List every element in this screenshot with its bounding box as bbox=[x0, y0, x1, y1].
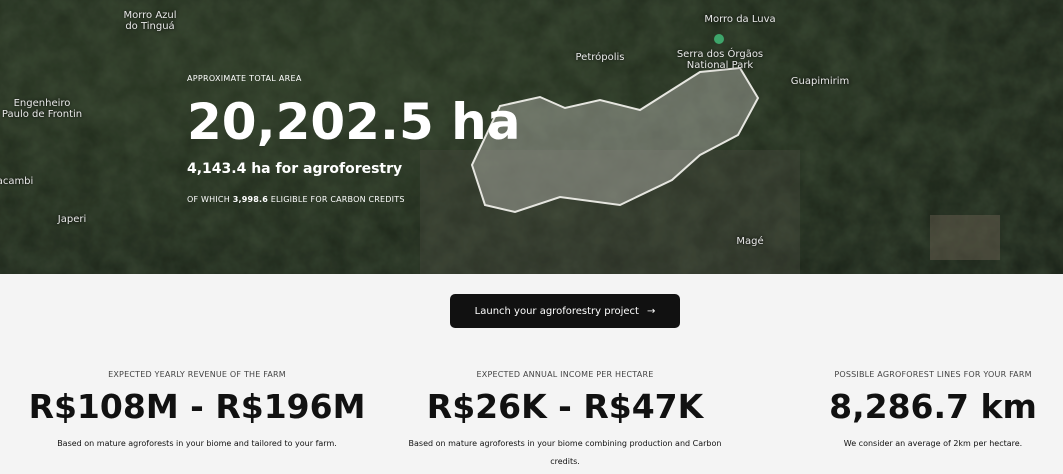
map-label-line: National Park bbox=[660, 60, 780, 71]
map-label-line: do Tinguá bbox=[90, 21, 210, 32]
park-pin bbox=[714, 34, 724, 44]
carbon-eligible: OF WHICH 3,998.6 ELIGIBLE FOR CARBON CRE… bbox=[187, 195, 405, 204]
carbon-prefix: OF WHICH bbox=[187, 195, 230, 204]
stat-label: EXPECTED ANNUAL INCOME PER HECTARE bbox=[395, 370, 735, 379]
stat-note: Based on mature agroforests in your biom… bbox=[395, 435, 735, 471]
map-label-line: Paulo de Frontin bbox=[0, 109, 102, 120]
map-label: Morro da Luva bbox=[680, 14, 800, 25]
map-label: Japeri bbox=[12, 214, 132, 225]
map-label-line: Guapimirim bbox=[760, 76, 880, 87]
page: Morro Azuldo Tinguá Morro da Luva Petrópol… bbox=[0, 0, 1063, 474]
carbon-amount: 3,998.6 bbox=[233, 195, 268, 204]
button-label: Launch your agroforestry project bbox=[475, 306, 639, 317]
map-label-line: Serra dos Órgãos bbox=[660, 49, 780, 60]
map-label-line: acambi bbox=[0, 176, 75, 187]
stat-card: EXPECTED YEARLY REVENUE OF THE FARM R$108… bbox=[27, 370, 367, 453]
agroforestry-area: 4,143.4 ha for agroforestry bbox=[187, 161, 402, 177]
stat-value: 8,286.7 km bbox=[763, 387, 1063, 427]
map-label-line: Petrópolis bbox=[540, 52, 660, 63]
launch-button[interactable]: Launch your agroforestry project → bbox=[450, 294, 680, 328]
stat-card: EXPECTED ANNUAL INCOME PER HECTARE R$26K … bbox=[395, 370, 735, 471]
stat-label: POSSIBLE AGROFOREST LINES FOR YOUR FARM bbox=[763, 370, 1063, 379]
stat-value: R$26K - R$47K bbox=[395, 387, 735, 427]
map-label-line: Engenheiro bbox=[0, 98, 102, 109]
stat-label: EXPECTED YEARLY REVENUE OF THE FARM bbox=[27, 370, 367, 379]
map-label-line: Morro Azul bbox=[90, 10, 210, 21]
stat-value: R$108M - R$196M bbox=[27, 387, 367, 427]
map-label-line: Japeri bbox=[12, 214, 132, 225]
stat-note: Based on mature agroforests in your biom… bbox=[27, 435, 367, 453]
map-label: Magé bbox=[690, 236, 810, 247]
stat-note: We consider an average of 2km per hectar… bbox=[763, 435, 1063, 453]
stat-card: POSSIBLE AGROFOREST LINES FOR YOUR FARM 8… bbox=[763, 370, 1063, 453]
map-label-line: Magé bbox=[690, 236, 810, 247]
map-label: Petrópolis bbox=[540, 52, 660, 63]
carbon-suffix: ELIGIBLE FOR CARBON CREDITS bbox=[271, 195, 405, 204]
map-label-line: Morro da Luva bbox=[680, 14, 800, 25]
satellite-map bbox=[0, 0, 1063, 274]
map-label: acambi bbox=[0, 176, 75, 187]
kicker: APPROXIMATE TOTAL AREA bbox=[187, 74, 302, 83]
button-icon: → bbox=[647, 306, 655, 317]
total-area: 20,202.5 ha bbox=[187, 92, 520, 152]
map-label: Guapimirim bbox=[760, 76, 880, 87]
